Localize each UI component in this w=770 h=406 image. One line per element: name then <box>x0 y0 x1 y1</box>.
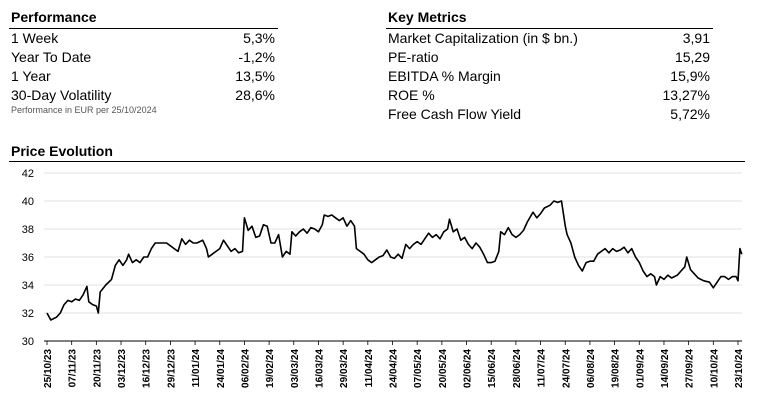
key-metrics-title: Key Metrics <box>388 9 467 25</box>
performance-value: 28,6% <box>235 87 275 103</box>
x-tick-label: 15/06/24 <box>487 349 498 388</box>
metric-row: ROE % 13,27% <box>388 86 710 105</box>
metric-value: 15,29 <box>674 49 710 65</box>
performance-row: 1 Week 5,3% <box>11 29 275 48</box>
metric-row: Free Cash Flow Yield 5,72% <box>388 105 710 124</box>
x-tick-label: 07/11/23 <box>68 349 79 388</box>
x-tick-label: 23/10/24 <box>734 349 745 388</box>
performance-title: Performance <box>11 9 97 25</box>
x-tick-label: 24/01/24 <box>216 349 227 388</box>
metric-value: 5,72% <box>670 106 710 122</box>
x-tick-label: 19/08/24 <box>611 349 622 388</box>
y-tick-label: 42 <box>22 168 34 180</box>
performance-row: Year To Date -1,2% <box>11 48 275 67</box>
x-tick-label: 16/03/24 <box>314 349 325 388</box>
x-tick-label: 14/09/24 <box>660 349 671 388</box>
performance-value: 5,3% <box>243 30 275 46</box>
x-tick-label: 11/04/24 <box>364 349 375 388</box>
x-tick-label: 02/06/24 <box>463 349 474 388</box>
x-tick-label: 24/04/24 <box>389 349 400 388</box>
key-metrics-divider <box>386 28 713 29</box>
performance-row: 1 Year 13,5% <box>11 67 275 86</box>
x-tick-label: 10/10/24 <box>709 349 720 388</box>
x-tick-label: 03/12/23 <box>117 349 128 388</box>
metric-row: PE-ratio 15,29 <box>388 48 710 67</box>
chart-title: Price Evolution <box>11 143 113 159</box>
performance-row: 30-Day Volatility 28,6% <box>11 86 275 105</box>
metric-label: Market Capitalization (in $ bn.) <box>388 30 578 46</box>
price-line <box>46 200 743 321</box>
performance-divider <box>9 28 278 29</box>
metric-value: 3,91 <box>682 30 710 46</box>
y-tick-label: 34 <box>22 280 34 292</box>
metric-label: EBITDA % Margin <box>388 68 501 84</box>
price-evolution-chart: 30 32 34 36 38 40 42 25/10/23 07/11/23 20/11/23 03… <box>22 168 745 388</box>
y-tick-label: 38 <box>22 224 34 236</box>
performance-value: 13,5% <box>235 68 275 84</box>
x-tick-label: 29/03/24 <box>339 349 350 388</box>
metric-label: Free Cash Flow Yield <box>388 106 522 122</box>
y-tick-label: 36 <box>22 252 34 264</box>
performance-value: -1,2% <box>238 49 275 65</box>
x-tick-label: 11/01/24 <box>191 349 202 388</box>
y-tick-label: 30 <box>22 336 34 348</box>
x-tick-label: 29/12/23 <box>166 349 177 388</box>
y-tick-label: 32 <box>22 308 34 320</box>
x-tick-label: 07/05/24 <box>413 349 424 388</box>
x-tick-label: 20/05/24 <box>438 349 449 388</box>
chart-title-divider <box>9 161 745 162</box>
x-tick-label: 19/02/24 <box>265 349 276 388</box>
x-tick-label: 28/06/24 <box>512 349 523 388</box>
x-tick-label: 03/03/24 <box>290 349 301 388</box>
metric-value: 15,9% <box>670 68 710 84</box>
metric-row: EBITDA % Margin 15,9% <box>388 67 710 86</box>
x-tick-label: 20/11/23 <box>92 349 103 388</box>
x-tick-label: 24/07/24 <box>561 349 572 388</box>
x-tick-label: 16/12/23 <box>142 349 153 388</box>
performance-label: Year To Date <box>11 49 92 65</box>
metric-value: 13,27% <box>662 87 710 103</box>
y-tick-label: 40 <box>22 196 34 208</box>
metric-label: PE-ratio <box>388 49 439 65</box>
metric-row: Market Capitalization (in $ bn.) 3,91 <box>388 29 710 48</box>
x-tick-label: 27/09/24 <box>685 349 696 388</box>
performance-label: 1 Year <box>11 68 51 84</box>
x-tick-label: 06/02/24 <box>240 349 251 388</box>
performance-label: 30-Day Volatility <box>11 87 112 103</box>
x-tick-label: 06/08/24 <box>586 349 597 388</box>
performance-label: 1 Week <box>11 30 59 46</box>
x-tick-label: 11/07/24 <box>537 349 548 388</box>
x-tick-label: 01/09/24 <box>635 349 646 388</box>
performance-note: Performance in EUR per 25/10/2024 <box>11 105 157 115</box>
x-tick-label: 25/10/23 <box>43 349 54 388</box>
metric-label: ROE % <box>388 87 435 103</box>
